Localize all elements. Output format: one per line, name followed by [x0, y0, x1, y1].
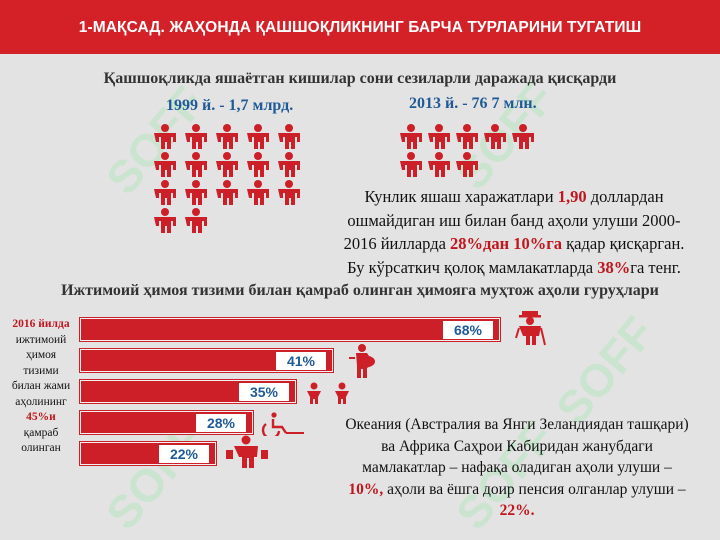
person-icon	[484, 124, 506, 149]
person-icon	[512, 124, 534, 149]
person-icon	[426, 124, 452, 149]
section1-title: Қашшоқликда яшаётган кишилар сони сезила…	[103, 70, 617, 87]
person-icon	[247, 180, 269, 205]
year-1999-label: 1999 й. - 1,7 млрд.	[166, 97, 294, 114]
para1-highlight: 1,90	[557, 187, 587, 206]
bar-value-label: 35%	[239, 383, 289, 401]
para2-text: Океания (Австралия ва Янги Зеландиядан т…	[345, 416, 689, 433]
elderly-person-icon	[510, 310, 552, 351]
children-icon	[304, 382, 356, 409]
wheelchair-icon	[257, 412, 307, 441]
person-icon	[454, 124, 480, 149]
para1-text: Кунлик яшаш харажатлари	[364, 187, 558, 206]
person-icon	[214, 124, 240, 149]
person-icon	[245, 152, 271, 177]
unemployed-person-icon	[224, 435, 270, 474]
person-icon	[152, 124, 178, 149]
person-icon	[276, 180, 302, 205]
person-icon	[278, 180, 300, 205]
header-bar	[0, 0, 720, 54]
bar-value-label: 41%	[276, 352, 326, 370]
person-icon	[400, 124, 422, 149]
person-icon	[183, 152, 209, 177]
person-icon	[154, 124, 176, 149]
side-note-year: 2016 йилда	[12, 318, 70, 330]
coverage-side-note: 2016 йилда ижтимоий ҳимоя тизими билан ж…	[10, 317, 72, 457]
person-icon	[247, 124, 269, 149]
bar-value-label: 22%	[159, 445, 209, 463]
para1-text: га тенг.	[630, 257, 681, 277]
para1-text: қадар қисқарган.	[562, 234, 685, 253]
person-icon	[214, 180, 240, 205]
person-icon	[276, 124, 302, 149]
person-icon	[400, 152, 422, 177]
side-note-text: ижтимоий ҳимоя тизими билан жами аҳолини…	[11, 333, 71, 408]
coverage-bar-elderly: 68%	[80, 318, 500, 341]
coverage-bar-disabled: 28%	[80, 411, 253, 434]
para2-text: аҳоли ва ёшга доир пенсия олганлар улуши…	[383, 480, 686, 498]
person-icon	[276, 152, 302, 177]
person-icon	[398, 152, 424, 177]
para1-text: доллардан	[586, 187, 664, 206]
person-icon	[456, 152, 478, 177]
oceania-paragraph: Океания (Австралия ва Янги Зеландиядан т…	[322, 414, 712, 522]
person-icon	[216, 180, 238, 205]
person-icon	[247, 152, 269, 177]
person-icon	[185, 152, 207, 177]
person-icon	[152, 180, 178, 205]
year-2013-label: 2013 й. - 76 7 млн.	[409, 95, 537, 112]
person-icon	[245, 180, 271, 205]
para2-highlight: 10%,	[348, 480, 384, 498]
bar-value-label: 28%	[196, 414, 246, 432]
para2-highlight: 22%.	[499, 502, 535, 519]
para2-text: мамлакатлар – нафақа оладиган аҳоли улуш…	[362, 459, 672, 476]
person-icon	[152, 208, 178, 233]
person-icon	[428, 152, 450, 177]
coverage-bar-mothers: 41%	[80, 349, 333, 372]
person-icon	[183, 180, 209, 205]
person-icon	[456, 124, 478, 149]
person-icon	[154, 152, 176, 177]
side-note-value: 45%и	[26, 411, 56, 423]
person-icon	[214, 152, 240, 177]
person-icon	[278, 152, 300, 177]
person-icon	[183, 124, 209, 149]
person-icon	[278, 124, 300, 149]
side-note-text: қамраб олинган	[21, 426, 61, 455]
people-icons-1999	[152, 124, 307, 236]
people-icons-2013	[398, 124, 538, 180]
person-icon	[216, 124, 238, 149]
person-icon	[185, 180, 207, 205]
para1-text: 2016 йилларда	[343, 234, 451, 253]
person-icon	[216, 152, 238, 177]
coverage-bar-children: 35%	[80, 380, 296, 403]
person-icon	[185, 208, 207, 233]
person-icon	[398, 124, 424, 149]
person-icon	[426, 152, 452, 177]
person-icon	[428, 124, 450, 149]
para1-highlight: 28%дан 10%га	[450, 234, 563, 253]
person-icon	[245, 124, 271, 149]
pregnant-woman-icon	[345, 343, 385, 384]
person-icon	[454, 152, 480, 177]
person-icon	[482, 124, 508, 149]
para1-text: Бу кўрсаткич қолоқ мамлакатларда	[347, 257, 598, 277]
person-icon	[510, 124, 536, 149]
page-title: 1-МАҚСАД. ЖАҲОНДА ҚАШШОҚЛИКНИНГ БАРЧА ТУ…	[78, 19, 642, 36]
coverage-bar-unemployed: 22%	[80, 442, 216, 465]
para2-text: ва Африка Саҳрои Кабиридан жанубдаги	[381, 437, 653, 455]
person-icon	[185, 124, 207, 149]
para1-highlight: 38%	[597, 257, 631, 277]
person-icon	[154, 208, 176, 233]
section2-title: Ижтимоий ҳимоя тизими билан қамраб олинг…	[61, 282, 659, 299]
person-icon	[154, 180, 176, 205]
person-icon	[183, 208, 209, 233]
person-icon	[152, 152, 178, 177]
para1-text: ошмайдиган иш билан банд аҳоли улуши 200…	[347, 210, 681, 230]
poverty-paragraph: Кунлик яшаш харажатлари 1,90 доллардан о…	[318, 185, 710, 279]
bar-value-label: 68%	[443, 321, 493, 339]
